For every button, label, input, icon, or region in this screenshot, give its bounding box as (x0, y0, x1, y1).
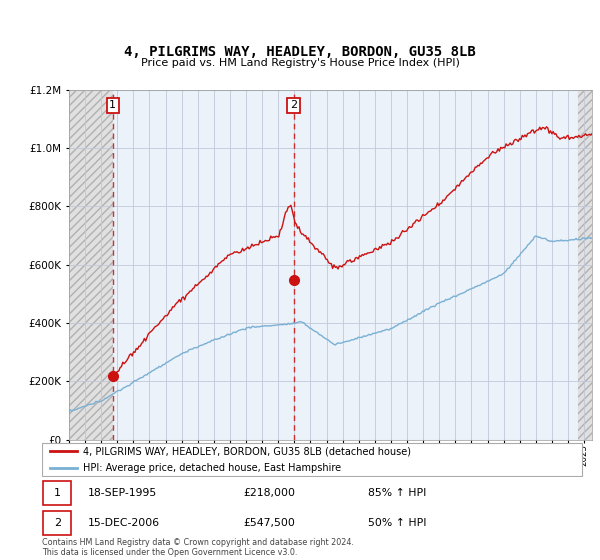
Bar (113, 90, 578, 440)
Text: 4, PILGRIMS WAY, HEADLEY, BORDON, GU35 8LB (detached house): 4, PILGRIMS WAY, HEADLEY, BORDON, GU35 8… (83, 446, 411, 456)
Text: 15-DEC-2006: 15-DEC-2006 (88, 519, 160, 528)
Text: 50% ↑ HPI: 50% ↑ HPI (368, 519, 426, 528)
Text: 1: 1 (109, 100, 116, 110)
FancyBboxPatch shape (43, 481, 71, 505)
Text: 85% ↑ HPI: 85% ↑ HPI (368, 488, 426, 498)
Text: 4, PILGRIMS WAY, HEADLEY, BORDON, GU35 8LB: 4, PILGRIMS WAY, HEADLEY, BORDON, GU35 8… (124, 45, 476, 59)
Text: £218,000: £218,000 (243, 488, 295, 498)
Text: 18-SEP-1995: 18-SEP-1995 (88, 488, 157, 498)
Text: 2: 2 (53, 519, 61, 528)
Text: £547,500: £547,500 (243, 519, 295, 528)
Text: HPI: Average price, detached house, East Hampshire: HPI: Average price, detached house, East… (83, 463, 341, 473)
Bar (69, 90, 113, 440)
Text: 2: 2 (290, 100, 297, 110)
Text: Contains HM Land Registry data © Crown copyright and database right 2024.
This d: Contains HM Land Registry data © Crown c… (42, 538, 354, 557)
FancyBboxPatch shape (42, 442, 582, 477)
Bar (578, 90, 592, 440)
Text: Price paid vs. HM Land Registry's House Price Index (HPI): Price paid vs. HM Land Registry's House … (140, 58, 460, 68)
FancyBboxPatch shape (43, 511, 71, 535)
Text: 1: 1 (54, 488, 61, 498)
